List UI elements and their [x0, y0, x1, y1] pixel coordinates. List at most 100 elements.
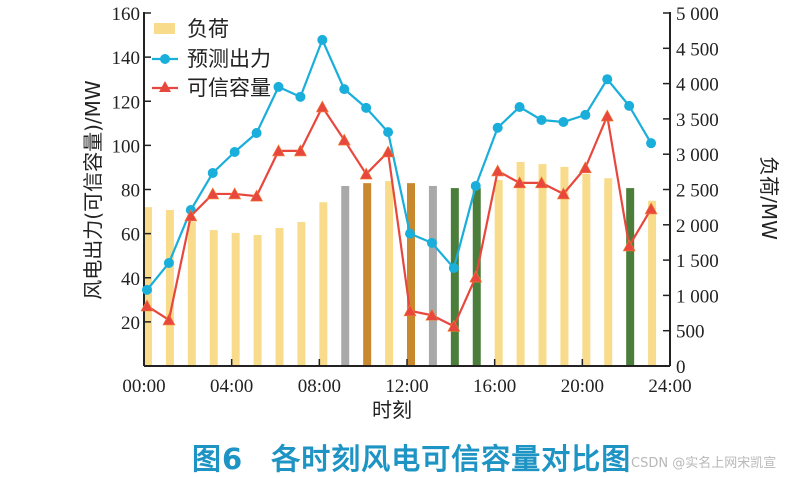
y-right-tick-label: 4 500	[676, 39, 719, 60]
load-bar	[516, 161, 525, 366]
series-lines	[140, 34, 658, 332]
data-point-circle	[448, 263, 459, 274]
y-right-tick-label: 2 500	[676, 181, 719, 202]
data-point-circle	[142, 284, 152, 295]
data-point-triangle	[469, 270, 483, 283]
data-point-circle	[580, 109, 591, 120]
y-right-tick-label: 3 000	[676, 145, 719, 166]
data-point-circle	[646, 138, 657, 149]
data-point-triangle	[206, 187, 220, 200]
load-bar	[450, 188, 459, 366]
data-point-triangle	[359, 167, 373, 180]
x-tick-label: 24:00	[648, 376, 691, 397]
data-point-circle	[558, 116, 569, 127]
y-right-tick-label: 3 500	[676, 110, 719, 131]
y-left-tick-label: 60	[121, 225, 140, 246]
x-tick-label: 16:00	[473, 376, 516, 397]
data-point-circle	[317, 34, 328, 45]
figure-caption: 图6 各时刻风电可信容量对比图	[192, 436, 631, 478]
load-bar	[165, 209, 174, 366]
data-point-circle	[602, 74, 613, 85]
x-tick-label: 20:00	[561, 376, 604, 397]
data-point-circle	[339, 84, 350, 95]
load-bar	[341, 185, 350, 366]
load-bar	[560, 166, 569, 366]
load-bar	[407, 183, 415, 366]
y-left-tick-label: 40	[121, 269, 140, 290]
y-axis-right-label: 负荷/MW	[757, 156, 781, 240]
data-point-triangle	[556, 187, 570, 200]
y-right-tick-label: 4 000	[676, 75, 719, 96]
data-point-circle	[273, 81, 284, 92]
legend-label: 可信容量	[187, 76, 271, 100]
y-left-tick-label: 80	[121, 181, 140, 202]
load-bar	[428, 185, 437, 366]
data-point-circle	[426, 237, 437, 248]
data-point-triangle	[622, 239, 636, 252]
load-bar	[209, 230, 218, 366]
data-point-triangle	[250, 189, 264, 202]
load-bar	[582, 173, 591, 366]
data-point-triangle	[337, 133, 351, 146]
y-right-tick-label: 0	[676, 357, 686, 378]
y-right-tick-label: 500	[676, 322, 705, 343]
data-point-circle	[383, 127, 394, 138]
load-bar	[297, 221, 306, 366]
y-right-tick-label: 5 000	[676, 4, 719, 25]
data-point-triangle	[447, 319, 461, 332]
data-point-triangle	[162, 313, 176, 326]
x-tick-label: 04:00	[210, 376, 253, 397]
data-point-circle	[470, 180, 481, 191]
y-right-tick-label: 2 000	[676, 216, 719, 237]
data-point-triangle	[534, 176, 549, 189]
load-bar	[626, 188, 635, 366]
load-bar	[275, 227, 284, 366]
data-point-circle	[295, 91, 306, 102]
legend-swatch-load	[154, 23, 175, 34]
data-point-triangle	[578, 161, 592, 174]
data-point-circle	[624, 100, 635, 111]
y-left-tick-label: 100	[112, 136, 141, 157]
legend-swatch-forecast	[160, 54, 170, 64]
data-point-circle	[361, 102, 372, 113]
data-point-triangle	[491, 164, 505, 177]
data-point-triangle	[644, 202, 658, 215]
series-line	[146, 105, 653, 328]
y-right-tick-label: 1 000	[676, 286, 719, 307]
load-bar	[604, 178, 613, 366]
load-bar	[494, 179, 503, 366]
data-point-triangle	[403, 304, 417, 317]
axes: 20 40 60 80 100 120 140 160 0 500 1 000 1 500 2 000 2…	[112, 4, 719, 397]
x-tick-label: 00:00	[122, 376, 165, 397]
data-point-triangle	[315, 100, 329, 113]
data-point-triangle	[271, 144, 286, 157]
legend-label: 负荷	[187, 17, 229, 41]
legend-label: 预测出力	[187, 47, 271, 71]
load-bar	[385, 181, 394, 366]
load-bar	[363, 183, 372, 366]
watermark: CSDN @实名上网宋凯宣	[631, 456, 777, 471]
data-point-triangle	[184, 209, 198, 222]
figure-number: 图6	[192, 442, 244, 476]
y-left-tick-label: 120	[112, 92, 141, 113]
legend-swatch-credible-capacity	[159, 81, 171, 92]
load-bar	[538, 164, 547, 366]
load-bar	[231, 232, 240, 366]
load-bar	[648, 200, 657, 366]
x-tick-label: 08:00	[298, 376, 341, 397]
data-point-triangle	[140, 299, 154, 312]
data-point-triangle	[600, 109, 614, 122]
load-bar	[187, 221, 196, 366]
y-left-tick-label: 20	[121, 313, 140, 334]
data-point-triangle	[381, 145, 395, 158]
data-point-circle	[492, 122, 503, 133]
load-bar	[253, 235, 262, 366]
x-axis-label: 时刻	[372, 398, 412, 422]
y-left-tick-label: 160	[112, 4, 141, 25]
data-point-circle	[251, 128, 262, 139]
data-point-triangle	[425, 308, 439, 321]
x-tick-label: 12:00	[385, 376, 428, 397]
data-point-circle	[229, 146, 240, 157]
load-bar	[319, 202, 328, 366]
